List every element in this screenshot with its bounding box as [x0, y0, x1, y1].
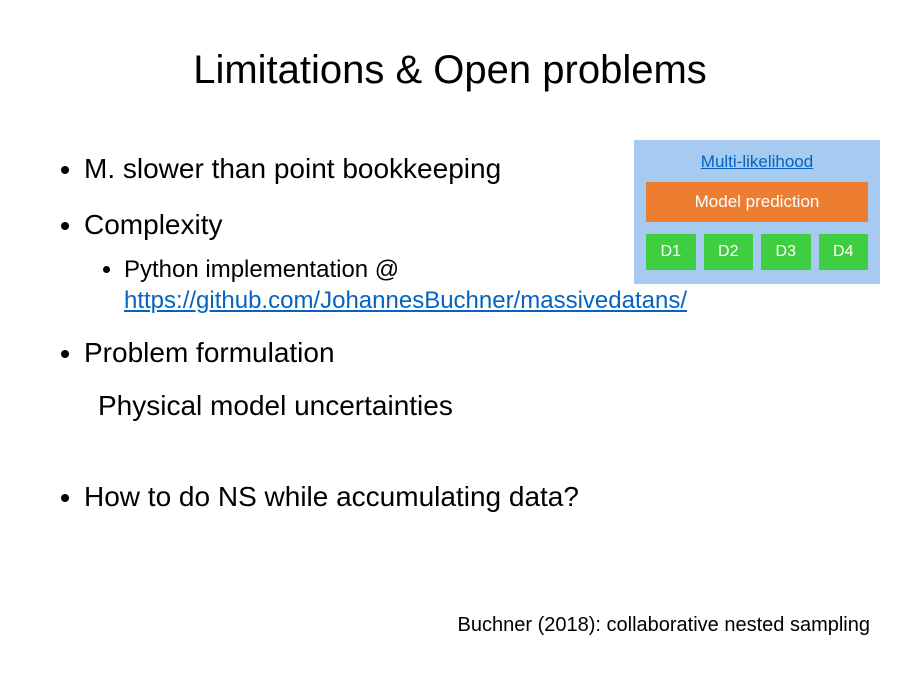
diagram-title: Multi-likelihood — [646, 152, 868, 172]
multi-likelihood-diagram: Multi-likelihood Model prediction D1 D2 … — [634, 140, 880, 284]
data-row: D1 D2 D3 D4 — [646, 234, 868, 270]
spacer — [58, 452, 838, 478]
footer-citation: Buchner (2018): collaborative nested sam… — [458, 614, 870, 637]
bullet-2-sub-prefix: Python implementation @ — [124, 256, 399, 283]
data-cell-d3: D3 — [761, 234, 811, 270]
bullet-3-sub: Physical model uncertainties — [98, 390, 838, 422]
bullet-2-text: Complexity — [84, 209, 222, 240]
github-link[interactable]: https://github.com/JohannesBuchner/massi… — [124, 287, 687, 314]
slide-title: Limitations & Open problems — [0, 48, 900, 93]
data-cell-d2: D2 — [704, 234, 754, 270]
bullet-4: How to do NS while accumulating data? — [84, 478, 838, 516]
model-prediction-box: Model prediction — [646, 182, 868, 222]
data-cell-d4: D4 — [819, 234, 869, 270]
bullet-3: Problem formulation — [84, 334, 838, 372]
slide: Limitations & Open problems M. slower th… — [0, 0, 900, 675]
bullet-list-2: How to do NS while accumulating data? — [58, 478, 838, 516]
data-cell-d1: D1 — [646, 234, 696, 270]
